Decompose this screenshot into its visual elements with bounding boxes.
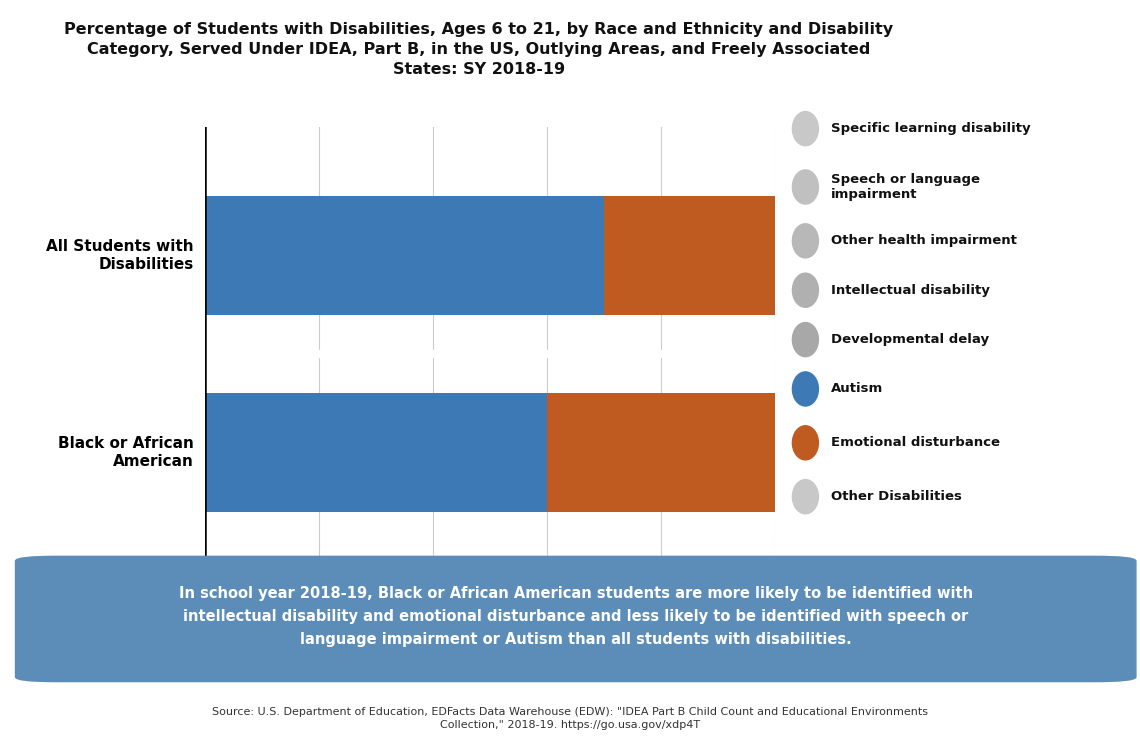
Text: Percentage of Students with Disabilities, Ages 6 to 21, by Race and Ethnicity an: Percentage of Students with Disabilities… xyxy=(64,22,894,77)
Text: Other health impairment: Other health impairment xyxy=(831,234,1017,248)
Text: Other Disabilities: Other Disabilities xyxy=(831,490,962,503)
Text: Specific learning disability: Specific learning disability xyxy=(831,122,1031,135)
Circle shape xyxy=(792,426,819,460)
Circle shape xyxy=(792,170,819,204)
Text: In school year 2018-19, Black or African American students are more likely to be: In school year 2018-19, Black or African… xyxy=(179,586,972,647)
FancyBboxPatch shape xyxy=(16,557,1135,681)
Circle shape xyxy=(792,479,819,514)
Circle shape xyxy=(792,111,819,146)
Bar xyxy=(205,196,604,314)
Circle shape xyxy=(792,322,819,357)
Text: Autism: Autism xyxy=(831,382,884,396)
Text: Speech or language
impairment: Speech or language impairment xyxy=(831,173,980,201)
Text: Intellectual disability: Intellectual disability xyxy=(831,283,990,297)
Circle shape xyxy=(792,224,819,258)
Text: Emotional disturbance: Emotional disturbance xyxy=(831,436,1000,450)
Bar xyxy=(547,393,775,512)
Circle shape xyxy=(792,273,819,307)
Bar xyxy=(205,393,547,512)
Text: Developmental delay: Developmental delay xyxy=(831,333,990,346)
Circle shape xyxy=(792,372,819,406)
Text: Source: U.S. Department of Education, EDFacts Data Warehouse (EDW): "IDEA Part B: Source: U.S. Department of Education, ED… xyxy=(212,707,928,730)
Bar xyxy=(604,196,775,314)
